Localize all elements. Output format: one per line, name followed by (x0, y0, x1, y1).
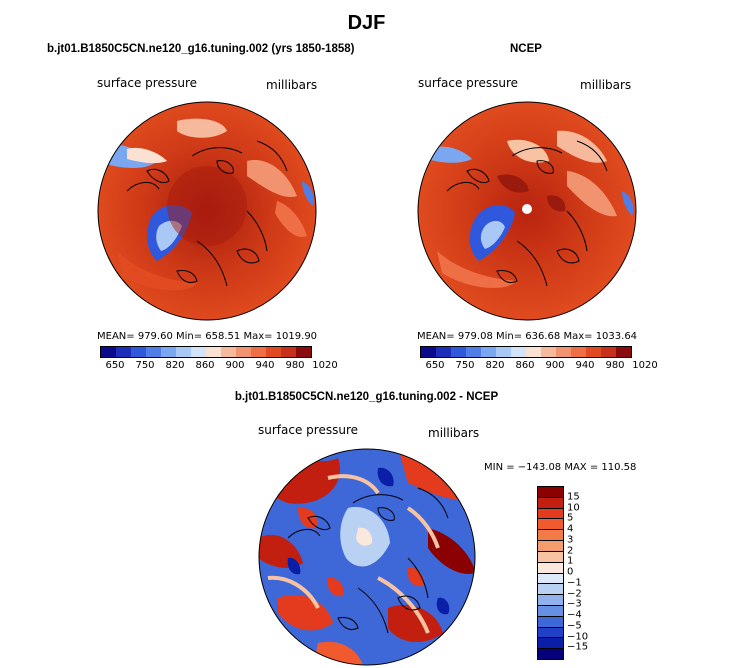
diff-colorbar-tick-label: −2 (567, 588, 582, 599)
obs-colorbar-swatch (556, 347, 571, 357)
model-colorbar-tick-label: 940 (255, 360, 275, 371)
obs-colorbar-tick-label: 980 (605, 360, 625, 371)
obs-panel-header: NCEP (510, 43, 542, 55)
diff-colorbar-swatch (538, 584, 563, 596)
obs-colorbar-swatch (526, 347, 541, 357)
obs-colorbar-tick-label: 820 (485, 360, 505, 371)
obs-colorbar-swatch (616, 347, 631, 357)
model-colorbar-tick-label: 750 (135, 360, 155, 371)
model-colorbar-swatch (101, 347, 116, 357)
obs-colorbar-swatch (436, 347, 451, 357)
obs-colorbar-swatch (586, 347, 601, 357)
diff-colorbar-swatch (538, 562, 563, 574)
diff-colorbar-swatch (538, 551, 563, 563)
model-colorbar-swatch (131, 347, 146, 357)
diff-colorbar-tick-label: −3 (567, 598, 582, 610)
diff-field-label: surface pressure (258, 423, 358, 437)
diff-colorbar-swatch (538, 627, 563, 639)
obs-colorbar-tick-label: 860 (515, 360, 535, 371)
model-colorbar-tick-label: 980 (285, 360, 305, 371)
obs-colorbar-swatch (601, 347, 616, 357)
diff-colorbar-swatch (538, 649, 563, 659)
diff-panel-header: b.jt01.B1850C5CN.ne120_g16.tuning.002 - … (234, 391, 499, 403)
model-colorbar-swatch (281, 347, 296, 357)
diff-colorbar (537, 486, 564, 660)
model-field-label: surface pressure (97, 76, 197, 90)
model-colorbar-swatch (221, 347, 236, 357)
diff-colorbar-tick-label: −15 (567, 641, 589, 653)
diff-colorbar-swatch (538, 508, 563, 520)
obs-field-label: surface pressure (418, 76, 518, 90)
model-panel-header: b.jt01.B1850C5CN.ne120_g16.tuning.002 (y… (47, 43, 355, 55)
model-colorbar (100, 346, 312, 358)
obs-colorbar-tick-label: 1020 (632, 360, 658, 371)
diff-colorbar-swatch (538, 616, 563, 628)
obs-colorbar-swatch (481, 347, 496, 357)
model-polar-map (97, 101, 317, 321)
diff-colorbar-tick-label: 2 (567, 545, 574, 556)
obs-colorbar-tick-label: 940 (575, 360, 595, 371)
diff-colorbar-tick-label: −4 (567, 609, 582, 621)
figure-title: DJF (347, 12, 386, 34)
obs-polar-map (417, 101, 637, 321)
diff-colorbar-tick-label: 10 (567, 502, 580, 513)
obs-stats: MEAN= 979.08 Min= 636.68 Max= 1033.64 (417, 331, 638, 342)
model-colorbar-swatch (176, 347, 191, 357)
diff-colorbar-tick-label: 0 (567, 566, 574, 578)
obs-colorbar-swatch (466, 347, 481, 357)
model-colorbar-swatch (146, 347, 161, 357)
model-colorbar-swatch (191, 347, 206, 357)
diff-colorbar-swatch (538, 573, 563, 585)
model-colorbar-swatch (161, 347, 176, 357)
diff-colorbar-tick-label: −1 (567, 577, 582, 589)
model-colorbar-tick-label: 1020 (312, 360, 338, 371)
obs-units-label: millibars (580, 78, 632, 92)
model-colorbar-swatch (206, 347, 221, 357)
diff-colorbar-swatch (538, 638, 563, 650)
obs-colorbar-tick-label: 650 (425, 360, 445, 371)
diff-colorbar-tick-label: 15 (567, 491, 580, 503)
diff-colorbar-swatch (538, 595, 563, 606)
diff-colorbar-swatch (538, 605, 563, 617)
diff-stats: MIN = −143.08 MAX = 110.58 (484, 462, 637, 473)
model-colorbar-tick-label: 820 (165, 360, 185, 371)
model-colorbar-swatch (296, 347, 311, 357)
diff-colorbar-swatch (538, 487, 563, 498)
diff-colorbar-swatch (538, 519, 563, 531)
diff-colorbar-tick-label: 3 (567, 534, 574, 546)
obs-colorbar-tick-label: 900 (545, 360, 565, 371)
diff-colorbar-tick-label: 1 (567, 555, 574, 567)
model-stats: MEAN= 979.60 Min= 658.51 Max= 1019.90 (97, 331, 318, 342)
obs-colorbar-swatch (451, 347, 466, 357)
model-colorbar-swatch (116, 347, 131, 357)
diff-colorbar-tick-label: 4 (567, 523, 574, 535)
model-colorbar-swatch (236, 347, 251, 357)
obs-colorbar-tick-label: 750 (455, 360, 475, 371)
obs-colorbar (420, 346, 632, 358)
diff-colorbar-tick-label: −10 (567, 631, 589, 642)
diff-colorbar-tick-label: −5 (567, 620, 582, 632)
obs-colorbar-swatch (496, 347, 511, 357)
diff-polar-map (258, 448, 476, 666)
model-colorbar-tick-label: 860 (195, 360, 215, 371)
diff-colorbar-swatch (538, 530, 563, 542)
obs-colorbar-swatch (571, 347, 586, 357)
model-colorbar-swatch (266, 347, 281, 357)
diff-colorbar-ticks: 15 10 5 4 3 2 1 0 −1 −2 −3 −4 −5 −10 −15 (567, 486, 607, 658)
diff-units-label: millibars (428, 426, 480, 440)
model-colorbar-swatch (251, 347, 266, 357)
model-colorbar-tick-label: 650 (105, 360, 125, 371)
obs-colorbar-swatch (541, 347, 556, 357)
diff-colorbar-tick-label: 5 (567, 512, 574, 524)
diff-colorbar-swatch (538, 497, 563, 509)
obs-colorbar-swatch (511, 347, 526, 357)
diff-colorbar-swatch (538, 541, 563, 552)
obs-colorbar-swatch (421, 347, 436, 357)
model-units-label: millibars (266, 78, 318, 92)
model-colorbar-tick-label: 900 (225, 360, 245, 371)
